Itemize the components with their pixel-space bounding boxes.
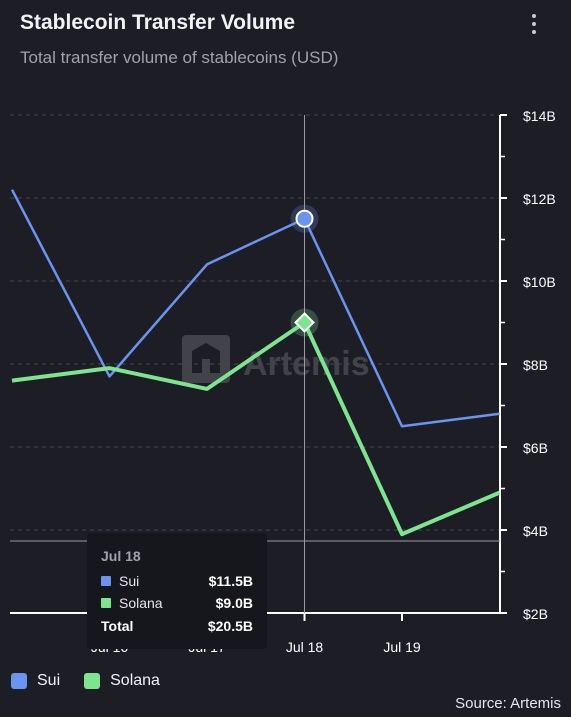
- tooltip-series-value: $9.0B: [215, 595, 253, 611]
- artemis-watermark-logo: [182, 335, 230, 383]
- legend-item-solana[interactable]: Solana: [84, 672, 160, 690]
- more-options-icon[interactable]: [521, 10, 547, 38]
- source-label: Source: Artemis: [455, 695, 561, 712]
- tooltip-series-value: $11.5B: [208, 573, 253, 589]
- y-tick-label: $2B: [523, 606, 548, 622]
- chart-tooltip: Jul 18 Sui $11.5B Solana $9.0B Total $20…: [87, 533, 267, 649]
- x-tick-label: Jul 18: [286, 639, 324, 655]
- y-tick-label: $12B: [523, 191, 556, 207]
- chart-title: Stablecoin Transfer Volume: [20, 11, 296, 34]
- y-tick-label: $14B: [523, 108, 556, 124]
- series-line-sui: [10, 189, 500, 428]
- series-line-solana: [11, 320, 501, 537]
- tooltip-row-sui: Sui $11.5B: [101, 572, 253, 590]
- y-tick-label: $6B: [523, 440, 548, 456]
- tooltip-series-name: Solana: [119, 595, 163, 611]
- tooltip-row-total: Total $20.5B: [101, 617, 253, 635]
- sui-swatch: [101, 576, 111, 586]
- tooltip-total-value: $20.5B: [207, 618, 253, 634]
- chart-subtitle: Total transfer volume of stablecoins (US…: [20, 48, 339, 67]
- legend-swatch-sui: [11, 673, 27, 689]
- legend-swatch-solana: [84, 673, 101, 689]
- tooltip-series-name: Sui: [119, 573, 140, 589]
- legend-label: Sui: [37, 672, 61, 689]
- tooltip-row-solana: Solana $9.0B: [101, 594, 253, 612]
- x-tick-label: Jul 19: [383, 639, 421, 655]
- tooltip-total-label: Total: [101, 618, 134, 634]
- tooltip-date: Jul 18: [101, 548, 141, 564]
- chart-legend: Sui Solana: [11, 672, 160, 690]
- legend-item-sui[interactable]: Sui: [11, 672, 60, 690]
- y-tick-label: $10B: [523, 274, 556, 290]
- y-tick-label: $4B: [523, 523, 548, 539]
- legend-label: Solana: [110, 672, 160, 689]
- solana-swatch: [101, 598, 111, 608]
- solana-highlight-point: [294, 312, 315, 333]
- sui-highlight-point: [295, 209, 314, 228]
- y-tick-label: $8B: [523, 357, 548, 373]
